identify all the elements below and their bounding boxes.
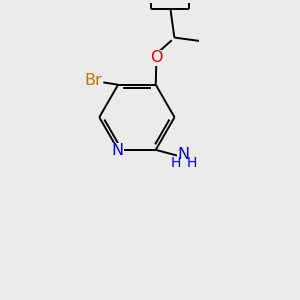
Text: O: O [150, 50, 163, 65]
Text: Br: Br [85, 73, 102, 88]
Text: N: N [178, 147, 190, 162]
Text: H: H [187, 156, 197, 170]
Text: N: N [111, 143, 123, 158]
Text: H: H [170, 156, 181, 170]
